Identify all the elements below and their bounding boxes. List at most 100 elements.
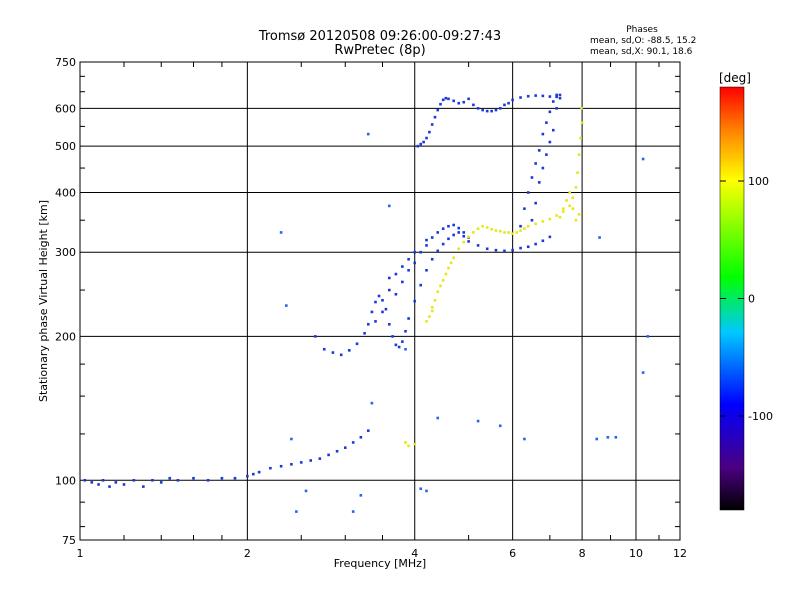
data-point-o: [206, 478, 210, 482]
data-point-o: [419, 250, 422, 254]
y-axis-label: Stationary phase Virtual Height [km]: [37, 200, 50, 402]
data-point-x: [534, 222, 537, 226]
data-point-o: [490, 109, 493, 113]
data-point-o: [498, 107, 502, 110]
data-point-o: [413, 261, 417, 265]
data-point-o: [476, 244, 480, 247]
data-point-scattered: [595, 437, 599, 441]
data-point-o: [419, 283, 422, 287]
y-tick-label: 200: [55, 330, 76, 343]
data-point-o: [257, 470, 261, 474]
data-point-x: [555, 214, 558, 217]
data-point-x: [541, 220, 545, 223]
phase-colorbar: [deg] 100 0 -100: [719, 71, 773, 511]
data-point-o: [290, 463, 293, 466]
plot-frame: [79, 61, 681, 541]
data-point-o: [485, 247, 489, 251]
data-point-scattered: [476, 419, 480, 423]
data-point-o: [436, 108, 440, 112]
data-point-o: [481, 108, 484, 112]
data-point-scattered: [598, 236, 601, 239]
data-point-o: [413, 250, 417, 254]
chart-title: Tromsø 20120508 09:26:00-09:27:43: [258, 29, 501, 44]
data-point-o: [485, 109, 489, 113]
data-point-o: [322, 347, 326, 351]
data-point-o: [384, 307, 388, 311]
data-point-o: [555, 95, 558, 99]
data-point-o: [467, 97, 470, 101]
data-point-x: [430, 309, 434, 313]
data-point-x: [467, 235, 470, 239]
data-point-o: [122, 483, 126, 486]
data-point-o: [494, 248, 498, 252]
data-point-x: [571, 207, 575, 210]
data-point-o: [114, 481, 118, 484]
data-point-x: [472, 231, 475, 234]
data-point-x: [430, 306, 434, 309]
x-tick-label: 2: [244, 547, 251, 560]
y-axis-ticks: 75 100 200 300 400 500 600 750: [55, 56, 680, 547]
data-point-o: [401, 340, 404, 343]
data-point-o: [407, 317, 410, 320]
data-point-o: [548, 140, 552, 144]
grid-lines: [80, 62, 680, 540]
data-point-scattered: [279, 231, 283, 234]
data-point-o: [101, 478, 105, 482]
data-point-o: [545, 153, 548, 156]
data-point-o: [416, 144, 420, 148]
data-point-scattered: [523, 437, 526, 441]
data-point-o: [447, 237, 450, 241]
colorbar-label: [deg]: [719, 71, 751, 85]
data-point-x: [579, 136, 582, 140]
data-point-x: [436, 290, 440, 294]
data-point-x: [485, 226, 489, 229]
data-point-o: [355, 342, 359, 346]
data-point-o: [441, 242, 445, 246]
data-point-o: [452, 233, 455, 237]
data-point-o: [359, 436, 363, 439]
data-point-o: [90, 481, 94, 484]
data-point-o: [457, 226, 461, 230]
data-point-o: [558, 93, 562, 97]
data-point-o: [407, 268, 410, 272]
y-tick-label: 750: [55, 56, 76, 69]
data-point-o: [377, 294, 381, 298]
x-tick-label: 6: [509, 547, 516, 560]
data-point-o: [413, 299, 417, 303]
data-point-o: [548, 110, 552, 114]
data-point-x: [523, 227, 526, 230]
data-point-o: [269, 466, 272, 470]
data-point-o: [457, 231, 461, 234]
data-point-x: [407, 444, 410, 448]
data-point-o: [142, 485, 145, 488]
data-point-o: [436, 231, 440, 234]
data-point-o: [331, 351, 335, 354]
data-point-o: [441, 98, 445, 102]
phases-box-line-o: mean, sd,O: -88.5, 15.2: [590, 36, 696, 46]
data-point-o: [545, 121, 548, 124]
data-point-x: [439, 284, 442, 288]
data-point-o: [462, 234, 466, 238]
data-point-x: [577, 213, 581, 216]
data-point-scattered: [304, 489, 308, 493]
data-point-scattered: [351, 510, 355, 513]
data-point-o: [462, 100, 466, 104]
data-point-o: [436, 249, 440, 253]
phases-box-line-x: mean, sd,X: 90.1, 18.6: [590, 47, 693, 57]
data-point-o: [541, 132, 545, 136]
data-point-x: [503, 231, 506, 234]
data-point-o: [108, 485, 111, 488]
data-point-o: [467, 240, 470, 243]
data-point-o: [548, 235, 552, 239]
data-point-o: [318, 457, 322, 460]
data-point-scattered: [285, 304, 288, 307]
chart-subtitle: RwPretec (8p): [334, 43, 425, 58]
data-point-o: [511, 98, 514, 102]
x-tick-label: 10: [629, 547, 643, 560]
data-point-scattered: [366, 132, 370, 136]
data-point-o: [425, 238, 428, 242]
data-point-o: [433, 115, 437, 119]
data-point-o: [366, 322, 370, 326]
